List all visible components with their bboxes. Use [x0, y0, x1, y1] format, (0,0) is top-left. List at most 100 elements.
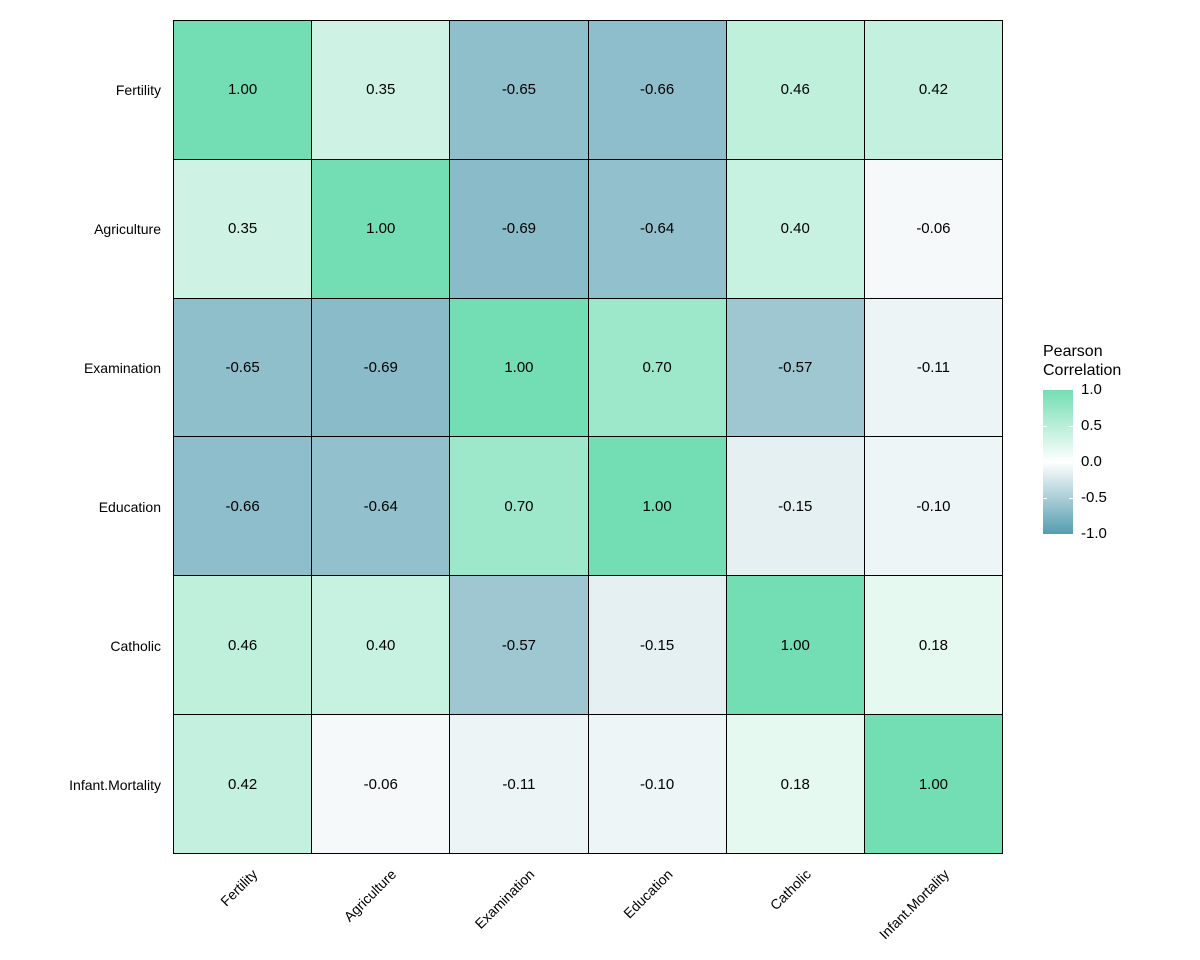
cell-value: 0.40 — [366, 636, 396, 654]
x-axis-label: Examination — [471, 866, 538, 932]
heatmap-cell: 1.00 — [864, 715, 1002, 853]
cell-value: 0.46 — [227, 636, 258, 654]
cell-value: 0.18 — [918, 636, 949, 654]
heatmap-cell: -0.15 — [588, 576, 726, 715]
x-axis-label: Catholic — [766, 866, 814, 914]
heatmap-cell: -0.65 — [174, 298, 312, 437]
colorbar-tick-mark — [1069, 498, 1073, 499]
x-axis-label: Fertility — [217, 866, 261, 910]
cell-value: -0.11 — [502, 775, 536, 793]
legend-colorbar — [1043, 390, 1073, 534]
colorbar-tick-mark — [1043, 498, 1047, 499]
cell-value: 1.00 — [504, 359, 534, 377]
heatmap-cell: 1.00 — [726, 576, 864, 715]
heatmap-cell: -0.69 — [450, 159, 588, 298]
colorbar-tick-mark — [1043, 426, 1047, 427]
cell-value: 0.18 — [780, 775, 810, 793]
cell-value: -0.69 — [501, 220, 537, 238]
heatmap-cell: 0.46 — [174, 576, 312, 715]
heatmap-cell: -0.11 — [450, 715, 588, 853]
heatmap-cell: 0.35 — [312, 21, 450, 159]
heatmap-cell: 0.70 — [450, 437, 588, 576]
cell-value: 0.35 — [227, 220, 258, 238]
heatmap-cell: 1.00 — [588, 437, 726, 576]
cell-value: 0.42 — [227, 775, 258, 793]
colorbar-tick-mark — [1069, 426, 1073, 427]
cell-value: -0.66 — [639, 81, 675, 99]
y-axis-label: Agriculture — [94, 220, 161, 237]
heatmap-cell: 0.18 — [726, 715, 864, 853]
cell-value: -0.64 — [639, 220, 675, 238]
heatmap-cell: -0.15 — [726, 437, 864, 576]
cell-value: -0.69 — [363, 359, 398, 377]
cell-value: -0.64 — [363, 497, 398, 515]
y-axis-label: Catholic — [110, 637, 161, 654]
colorbar-tick-mark — [1069, 462, 1073, 463]
cell-value: 0.70 — [642, 359, 672, 377]
heatmap-cell: -0.65 — [450, 21, 588, 159]
x-axis-label: Education — [620, 866, 676, 922]
heatmap-cell: -0.57 — [726, 298, 864, 437]
cell-value: -0.10 — [916, 497, 951, 515]
cell-value: 1.00 — [780, 636, 810, 654]
cell-value: -0.11 — [916, 359, 950, 377]
legend-tick-label: 0.0 — [1081, 453, 1102, 470]
legend-tick-label: -1.0 — [1081, 525, 1107, 542]
cell-value: -0.57 — [778, 359, 813, 377]
heatmap-cell: 1.00 — [312, 159, 450, 298]
heatmap-cell: -0.10 — [864, 437, 1002, 576]
heatmap-cell: 1.00 — [174, 21, 312, 159]
heatmap-cell: 0.35 — [174, 159, 312, 298]
heatmap-cell: 0.46 — [726, 21, 864, 159]
legend-title: Pearson Correlation — [1043, 342, 1121, 380]
heatmap-cell: -0.69 — [312, 298, 450, 437]
cell-value: -0.10 — [639, 775, 675, 793]
cell-value: 0.40 — [780, 220, 810, 238]
heatmap-cell: -0.64 — [312, 437, 450, 576]
y-axis-label: Education — [98, 498, 161, 515]
cell-value: 1.00 — [227, 81, 258, 99]
heatmap-cell: 0.42 — [864, 21, 1002, 159]
legend-tick-label: 1.0 — [1081, 381, 1102, 398]
cell-value: -0.57 — [501, 636, 537, 654]
heatmap-cell: -0.11 — [864, 298, 1002, 437]
y-axis-label: Infant.Mortality — [69, 776, 161, 793]
cell-value: -0.15 — [778, 497, 813, 515]
cell-value: 1.00 — [918, 775, 949, 793]
y-axis-label: Examination — [83, 359, 161, 376]
heatmap-cell: 1.00 — [450, 298, 588, 437]
y-axis-label: Fertility — [115, 81, 161, 98]
heatmap-cell: 0.18 — [864, 576, 1002, 715]
heatmap-cell: -0.57 — [450, 576, 588, 715]
legend-tick-label: -0.5 — [1081, 489, 1107, 506]
cell-value: -0.66 — [225, 497, 260, 515]
cell-value: 1.00 — [642, 497, 672, 515]
legend-title-line2: Correlation — [1043, 362, 1122, 379]
heatmap-cell: 0.70 — [588, 298, 726, 437]
heatmap-cell: -0.64 — [588, 159, 726, 298]
cell-value: -0.65 — [225, 359, 260, 377]
legend: Pearson Correlation 1.0 0.5 0.0 -0.5 -1.0 — [1043, 342, 1121, 542]
legend-tick-label: 0.5 — [1081, 417, 1102, 434]
heatmap-cell: -0.66 — [588, 21, 726, 159]
cell-value: 0.42 — [918, 81, 949, 99]
cell-value: -0.65 — [501, 81, 537, 99]
x-axis-label: Infant.Mortality — [875, 866, 953, 943]
heatmap-cell: -0.66 — [174, 437, 312, 576]
cell-value: -0.06 — [916, 220, 951, 238]
cell-value: 1.00 — [366, 220, 396, 238]
heatmap-cell: 0.42 — [174, 715, 312, 853]
legend-title-line1: Pearson — [1043, 343, 1103, 360]
x-axis-label: Agriculture — [340, 866, 399, 925]
cell-value: -0.15 — [639, 636, 675, 654]
cell-value: 0.46 — [780, 81, 810, 99]
colorbar-tick-mark — [1043, 462, 1047, 463]
heatmap-cell: -0.10 — [588, 715, 726, 853]
cell-value: 0.70 — [504, 497, 534, 515]
heatmap-cell: 0.40 — [312, 576, 450, 715]
cell-value: 0.35 — [366, 81, 396, 99]
heatmap-cell: 0.40 — [726, 159, 864, 298]
heatmap-grid: 1.00 0.35 -0.65 -0.66 0.46 0.42 0.35 1.00 -0.69 -… — [173, 20, 1003, 854]
heatmap-cell: -0.06 — [864, 159, 1002, 298]
